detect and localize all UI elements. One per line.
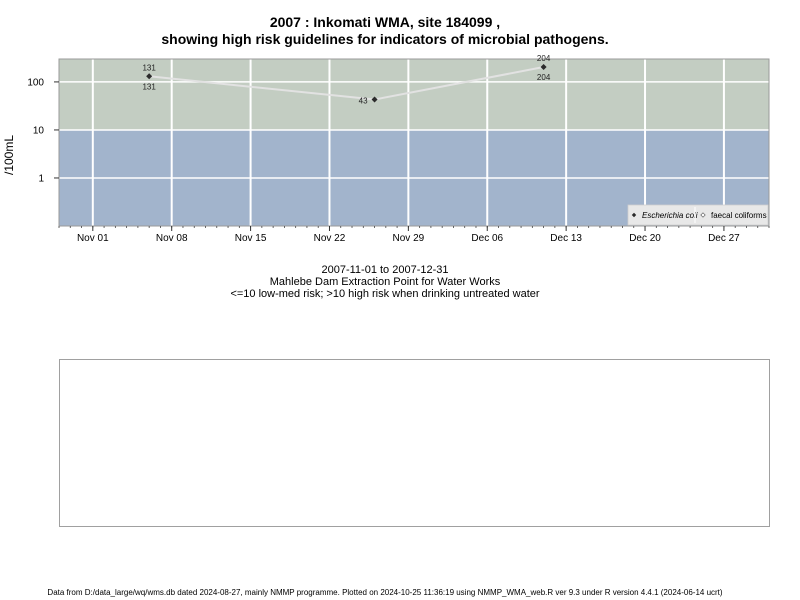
- y-axis: 1 10 100: [27, 77, 59, 184]
- ecoli-label-2: 204: [537, 54, 551, 63]
- chart-subtitle: showing high risk guidelines for indicat…: [161, 31, 609, 47]
- ecoli-point-1: [371, 96, 378, 103]
- ecoli-label-1: 43: [359, 97, 368, 106]
- x-tick-label-3: Nov 22: [314, 233, 346, 244]
- plot-frame: [58, 58, 770, 227]
- footer-note: Data from D:/data_large/wq/wms.db dated …: [47, 588, 723, 597]
- legend-ecoli-marker: [631, 212, 637, 218]
- ecoli-point-0: [146, 73, 153, 80]
- legend-faecal-label: faecal coliforms: [711, 211, 767, 220]
- x-tick-label-2: Nov 15: [235, 233, 267, 244]
- series-layer: 131 43 204 131 204: [142, 54, 550, 105]
- grid-lines: [59, 59, 769, 226]
- x-tick-label-8: Dec 27: [708, 233, 740, 244]
- y-axis-label: /100mL: [2, 135, 16, 175]
- x-tick-label-7: Dec 20: [629, 233, 661, 244]
- site-name: Mahlebe Dam Extraction Point for Water W…: [269, 276, 501, 288]
- point-label-below-1: 204: [537, 73, 551, 82]
- date-range: 2007-11-01 to 2007-12-31: [321, 264, 449, 276]
- risk-note: <=10 low-med risk; >10 high risk when dr…: [230, 288, 540, 300]
- legend-faecal-marker: [700, 212, 706, 218]
- legend-ecoli-label: Escherichia coli: [642, 211, 698, 220]
- x-tick-label-1: Nov 08: [156, 233, 188, 244]
- risk-band-1: [59, 59, 769, 130]
- legend-box: [627, 204, 769, 226]
- chart-plot: Nov 01 Nov 08 Nov 15 Nov 22 Nov 29 Dec 06 Dec …: [2, 54, 770, 244]
- point-label-below-0: 131: [142, 82, 156, 91]
- x-axis: Nov 01 Nov 08 Nov 15 Nov 22 Nov 29 Dec 06 Dec …: [58, 226, 770, 244]
- chart-title: 2007 : Inkomati WMA, site 184099 ,: [269, 14, 501, 30]
- x-tick-label-5: Dec 06: [471, 233, 503, 244]
- risk-bands: [59, 59, 769, 226]
- x-tick-label-0: Nov 01: [77, 233, 109, 244]
- empty-secondary-panel: [59, 359, 770, 527]
- legend: Escherichia coli faecal coliforms: [627, 204, 769, 226]
- ecoli-point-2: [540, 64, 547, 71]
- y-tick-label-0: 1: [38, 173, 44, 184]
- x-tick-label-6: Dec 13: [550, 233, 582, 244]
- x-tick-label-4: Nov 29: [393, 233, 425, 244]
- ecoli-label-0: 131: [142, 63, 156, 72]
- y-tick-label-1: 10: [33, 125, 45, 136]
- y-tick-label-2: 100: [27, 77, 44, 88]
